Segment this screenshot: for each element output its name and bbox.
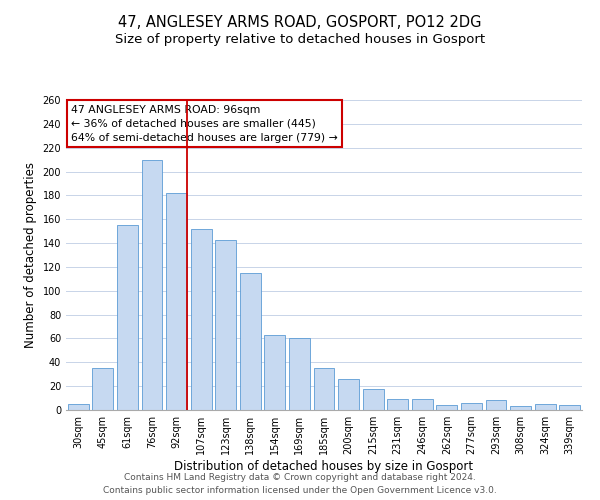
Bar bbox=[436, 405, 457, 410]
Bar bbox=[68, 404, 89, 410]
Bar bbox=[510, 406, 531, 410]
Text: Size of property relative to detached houses in Gosport: Size of property relative to detached ho… bbox=[115, 32, 485, 46]
X-axis label: Distribution of detached houses by size in Gosport: Distribution of detached houses by size … bbox=[175, 460, 473, 473]
Bar bbox=[362, 388, 383, 410]
Y-axis label: Number of detached properties: Number of detached properties bbox=[24, 162, 37, 348]
Bar bbox=[191, 229, 212, 410]
Bar bbox=[265, 335, 286, 410]
Bar bbox=[559, 405, 580, 410]
Bar bbox=[314, 368, 334, 410]
Bar bbox=[92, 368, 113, 410]
Bar bbox=[166, 193, 187, 410]
Text: Contains public sector information licensed under the Open Government Licence v3: Contains public sector information licen… bbox=[103, 486, 497, 495]
Text: Contains HM Land Registry data © Crown copyright and database right 2024.: Contains HM Land Registry data © Crown c… bbox=[124, 472, 476, 482]
Bar bbox=[215, 240, 236, 410]
Bar bbox=[461, 403, 482, 410]
Bar bbox=[535, 404, 556, 410]
Bar bbox=[117, 225, 138, 410]
Bar bbox=[240, 273, 261, 410]
Bar bbox=[142, 160, 163, 410]
Bar bbox=[412, 400, 433, 410]
Bar bbox=[485, 400, 506, 410]
Bar bbox=[289, 338, 310, 410]
Bar bbox=[387, 400, 408, 410]
Bar bbox=[338, 379, 359, 410]
Text: 47 ANGLESEY ARMS ROAD: 96sqm
← 36% of detached houses are smaller (445)
64% of s: 47 ANGLESEY ARMS ROAD: 96sqm ← 36% of de… bbox=[71, 104, 338, 142]
Text: 47, ANGLESEY ARMS ROAD, GOSPORT, PO12 2DG: 47, ANGLESEY ARMS ROAD, GOSPORT, PO12 2D… bbox=[118, 15, 482, 30]
